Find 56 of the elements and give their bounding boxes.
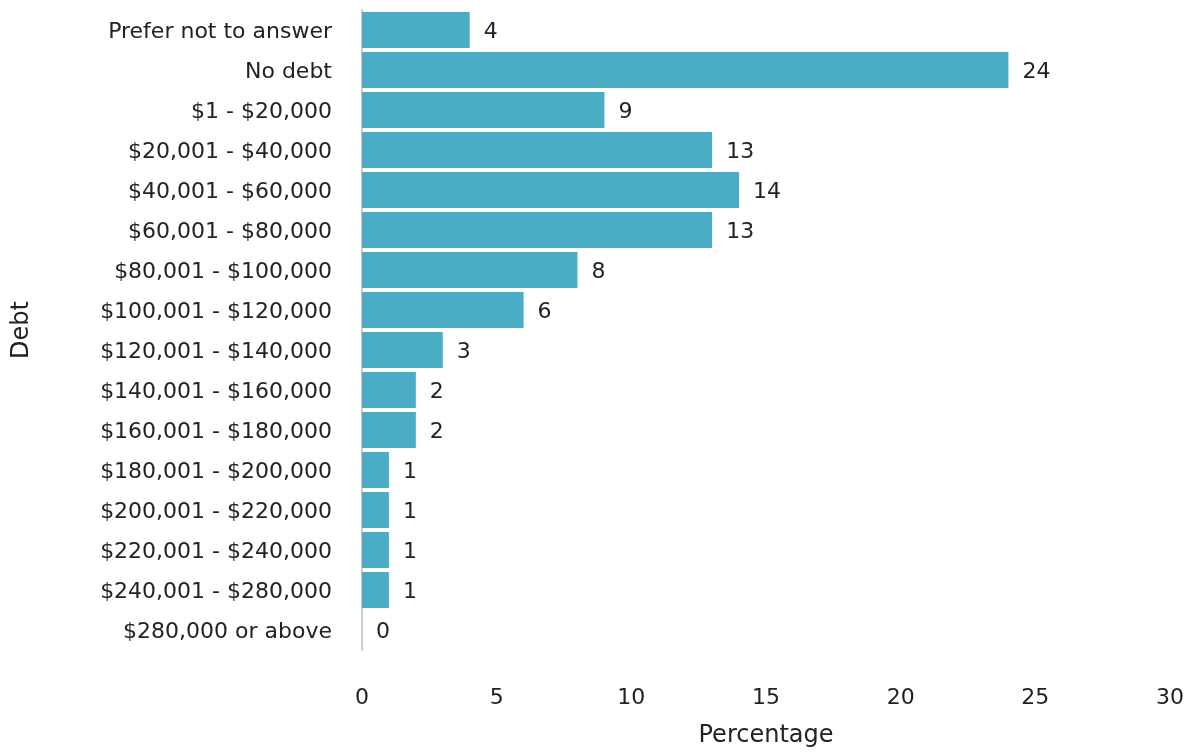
y-tick-label: $1 - $20,000	[191, 97, 332, 123]
data-label: 1	[402, 497, 417, 523]
bar	[362, 532, 389, 568]
bar	[362, 492, 389, 528]
bar	[362, 212, 713, 248]
data-label: 4	[483, 17, 498, 43]
bar	[362, 92, 605, 128]
bar	[362, 372, 416, 408]
x-tick-label: 5	[489, 683, 504, 709]
bar	[362, 412, 416, 448]
y-tick-label: Prefer not to answer	[108, 17, 333, 43]
data-label: 24	[1022, 57, 1051, 83]
data-label: 0	[376, 617, 390, 643]
x-tick-label: 30	[1156, 683, 1184, 709]
bar	[362, 52, 1009, 88]
data-label: 3	[456, 337, 471, 363]
x-tick-label: 20	[886, 683, 915, 709]
y-tick-label: $100,001 - $120,000	[100, 297, 332, 323]
bar	[362, 252, 578, 288]
y-tick-label: $180,001 - $200,000	[100, 457, 332, 483]
bar	[362, 12, 470, 48]
bar	[362, 132, 713, 168]
data-label: 9	[618, 97, 633, 123]
x-tick-label: 10	[617, 683, 646, 709]
bar	[362, 572, 389, 608]
bar	[362, 292, 524, 328]
data-label: 13	[726, 217, 755, 243]
data-label: 1	[402, 457, 417, 483]
data-label: 1	[402, 537, 417, 563]
data-label: 8	[591, 257, 606, 283]
y-tick-label: $140,001 - $160,000	[100, 377, 332, 403]
data-label: 2	[429, 377, 444, 403]
x-tick-label: 0	[355, 683, 369, 709]
y-tick-label: $40,001 - $60,000	[128, 177, 332, 203]
y-tick-label: $20,001 - $40,000	[128, 137, 332, 163]
x-axis-title: Percentage	[698, 720, 834, 748]
y-tick-label: $240,001 - $280,000	[100, 577, 332, 603]
data-label: 2	[429, 417, 444, 443]
data-label: 1	[402, 577, 417, 603]
data-label: 14	[753, 177, 782, 203]
y-tick-label: $160,001 - $180,000	[100, 417, 332, 443]
x-tick-label: 15	[752, 683, 780, 709]
y-tick-label: $60,001 - $80,000	[128, 217, 332, 243]
bar	[362, 332, 443, 368]
y-tick-label: $220,001 - $240,000	[100, 537, 332, 563]
y-tick-label: $80,001 - $100,000	[114, 257, 332, 283]
y-tick-label: No debt	[244, 57, 333, 83]
y-tick-label: $280,000 or above	[123, 617, 332, 643]
y-tick-label: $120,001 - $140,000	[100, 337, 332, 363]
y-tick-label: $200,001 - $220,000	[100, 497, 332, 523]
data-label: 13	[726, 137, 755, 163]
y-axis-title: Debt	[6, 301, 34, 359]
bar	[362, 452, 389, 488]
x-tick-label: 25	[1021, 683, 1050, 709]
data-label: 6	[537, 297, 552, 323]
bar	[362, 172, 740, 208]
